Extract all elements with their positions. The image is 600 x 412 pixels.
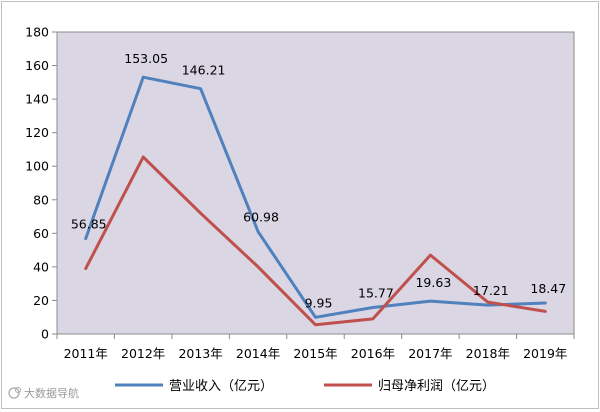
y-tick-label: 40 (33, 259, 49, 274)
watermark-icon (8, 387, 20, 399)
y-tick-label: 100 (25, 159, 49, 174)
y-tick-label: 160 (25, 58, 49, 73)
legend-label: 营业收入（亿元） (169, 379, 273, 394)
x-tick-label: 2017年 (408, 346, 452, 361)
series-line-1 (84, 75, 547, 319)
x-tick-label: 2012年 (121, 346, 165, 361)
legend: 营业收入（亿元） 归母净利润（亿元） (115, 379, 495, 394)
y-tick-label: 20 (33, 293, 49, 308)
x-tick-label: 2018年 (466, 346, 510, 361)
data-label: 18.47 (530, 281, 566, 296)
line-chart: 0 20 40 60 80 100 120 140 160 180 2011年 2012年 2013年… (8, 25, 575, 400)
y-tick-label: 60 (33, 226, 49, 241)
data-labels: 56.85 153.05 146.21 60.98 9.95 15.77 19.63 17.2… (71, 51, 566, 310)
x-tick-label: 2015年 (293, 346, 337, 361)
y-tick-label: 140 (25, 92, 49, 107)
data-label: 153.05 (124, 51, 168, 66)
y-tick-label: 0 (41, 327, 49, 342)
watermark-text: 大数据导航 (24, 386, 79, 400)
x-tick-label: 2011年 (64, 346, 108, 361)
data-label: 146.21 (182, 63, 226, 78)
data-label: 19.63 (415, 275, 451, 290)
data-label: 60.98 (243, 210, 279, 225)
plot-area (56, 31, 575, 335)
x-tick-label: 2013年 (178, 346, 222, 361)
data-label: 15.77 (358, 286, 394, 301)
data-label: 17.21 (473, 283, 509, 298)
y-tick-label: 120 (25, 125, 49, 140)
x-tick-label: 2019年 (523, 346, 567, 361)
y-tick-label: 180 (25, 25, 49, 40)
y-axis: 0 20 40 60 80 100 120 140 160 180 (25, 25, 57, 342)
data-label: 9.95 (305, 295, 333, 310)
watermark: 大数据导航 (8, 386, 79, 400)
x-tick-label: 2016年 (351, 346, 395, 361)
data-label: 56.85 (71, 217, 107, 232)
series-line-2 (84, 155, 547, 327)
legend-label: 归母净利润（亿元） (378, 379, 495, 394)
x-tick-label: 2014年 (236, 346, 280, 361)
series-lines (84, 75, 547, 327)
x-axis: 2011年 2012年 2013年 2014年 2015年 2016年 2017年 2018年… (56, 334, 575, 361)
y-tick-label: 80 (33, 192, 49, 207)
